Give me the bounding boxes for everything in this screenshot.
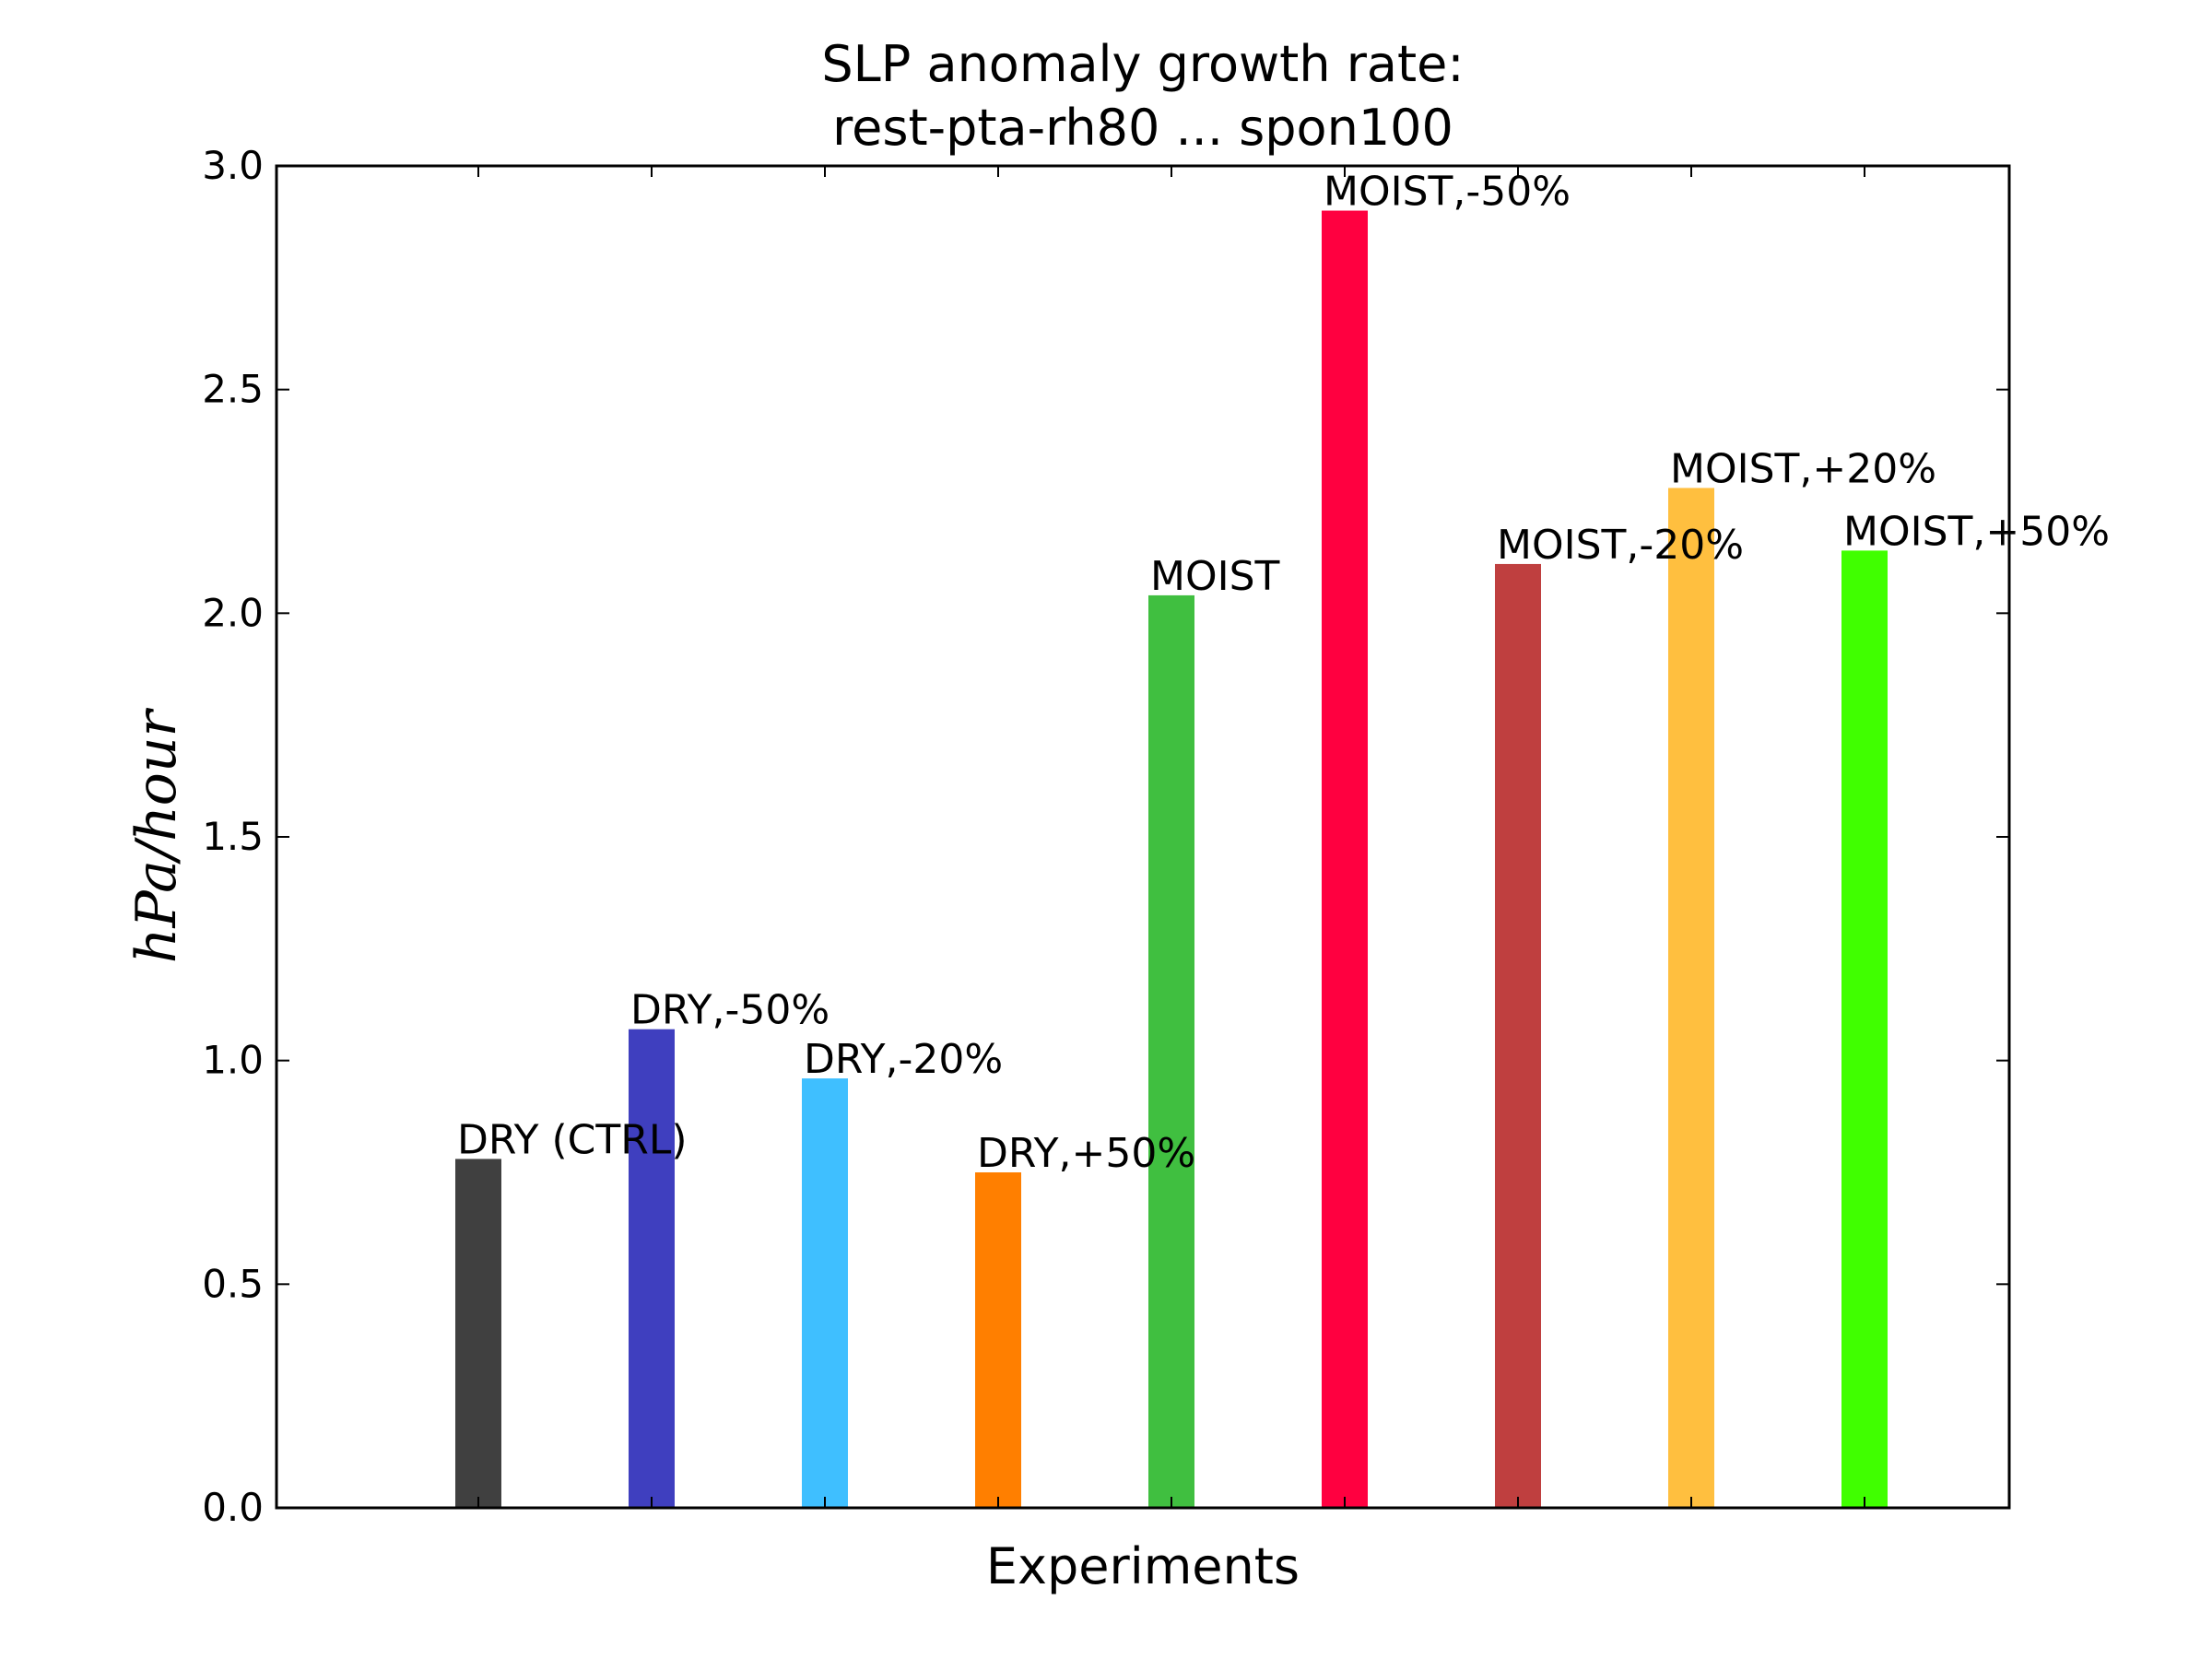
bar-label-7: MOIST,+20% [1670, 445, 1936, 492]
bar-6 [1495, 563, 1541, 1508]
bar-2 [802, 1078, 848, 1508]
y-axis-label: hPa/hour [124, 707, 189, 963]
y-tick-label-2: 1.0 [202, 1038, 264, 1083]
chart-subtitle: rest-pta-rh80 ... spon100 [832, 99, 1453, 157]
bar-label-5: MOIST,-50% [1324, 169, 1571, 216]
y-tick-label-6: 3.0 [202, 143, 264, 188]
bar-1 [629, 1029, 675, 1508]
y-tick-label-3: 1.5 [202, 814, 264, 859]
y-tick-label-5: 2.5 [202, 367, 264, 412]
bar-label-6: MOIST,-20% [1497, 522, 1744, 569]
chart-title: SLP anomaly growth rate: [821, 35, 1464, 93]
bar-3 [975, 1172, 1021, 1508]
bar-label-8: MOIST,+50% [1843, 508, 2110, 555]
bar-label-1: DRY,-50% [630, 987, 830, 1034]
y-tick-label-4: 2.0 [202, 590, 264, 635]
bar-label-4: MOIST [1150, 553, 1280, 600]
bar-8 [1841, 550, 1888, 1508]
bar-5 [1322, 210, 1368, 1509]
y-tick-label-1: 0.5 [202, 1261, 264, 1306]
bars-layer [455, 210, 1888, 1509]
x-axis-label: Experiments [986, 1537, 1300, 1595]
y-tick-label-0: 0.0 [202, 1485, 264, 1530]
bar-0 [455, 1159, 501, 1508]
bar-4 [1148, 594, 1194, 1508]
bar-label-2: DRY,-20% [804, 1036, 1003, 1083]
plot-frame [275, 164, 2011, 1510]
data-labels-layer: DRY (CTRL) DRY,-50%DRY,-20% DRY,+50% MOIST M… [202, 143, 2110, 1530]
bar-label-3: DRY,+50% [977, 1130, 1195, 1177]
bar-7 [1668, 488, 1714, 1509]
bar-label-0: DRY (CTRL) [457, 1116, 688, 1163]
